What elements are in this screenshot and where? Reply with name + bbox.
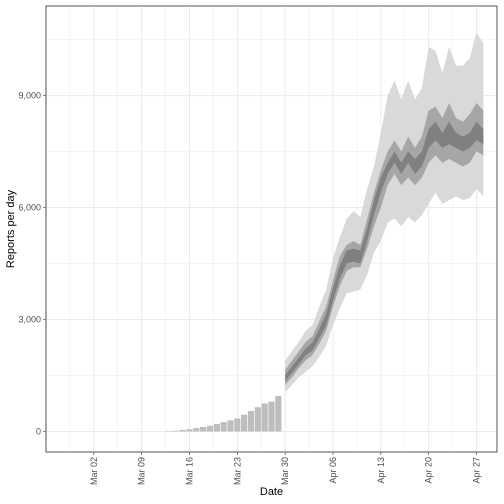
forecast-bands	[285, 32, 484, 393]
bar	[179, 429, 186, 432]
x-tick-label: Apr 06	[328, 457, 338, 484]
y-tick-label: 3,000	[18, 315, 41, 325]
bar	[193, 428, 200, 432]
x-tick-label: Apr 27	[472, 457, 482, 484]
bar	[261, 403, 268, 432]
bar	[186, 429, 193, 432]
forecast-band-inner	[285, 121, 484, 382]
bar	[220, 422, 227, 432]
bar	[172, 430, 179, 432]
x-axis-ticks: Mar 02 Mar 09 Mar 16 Mar 23 Mar 30 Apr 06 Apr …	[89, 452, 482, 485]
bar	[247, 410, 255, 432]
bar	[241, 414, 248, 432]
y-axis-ticks: 0 3,000 6,000 9,000	[18, 91, 46, 436]
forecast-band-middle	[285, 103, 484, 385]
bars	[165, 396, 282, 432]
bar	[206, 425, 214, 432]
panel-background	[45, 5, 498, 453]
x-tick-label: Mar 23	[232, 457, 242, 485]
y-tick-label: 9,000	[18, 91, 41, 101]
bar	[275, 396, 282, 432]
bar	[165, 431, 173, 432]
x-axis-title: Date	[260, 486, 283, 498]
x-tick-label: Mar 02	[89, 457, 99, 485]
y-axis-title: Reports per day	[5, 189, 17, 268]
panel-border	[45, 5, 498, 453]
x-tick-label: Mar 16	[185, 457, 195, 485]
bar	[213, 424, 220, 432]
x-tick-label: Apr 20	[424, 457, 434, 484]
y-tick-label: 0	[36, 426, 41, 436]
bar	[227, 420, 234, 432]
x-tick-label: Mar 30	[280, 457, 290, 485]
bar	[200, 426, 207, 432]
bar	[268, 401, 275, 432]
x-tick-label: Mar 09	[137, 457, 147, 485]
bar	[234, 418, 241, 432]
y-tick-label: 6,000	[18, 203, 41, 213]
x-tick-label: Apr 13	[376, 457, 386, 484]
bar	[254, 407, 261, 432]
